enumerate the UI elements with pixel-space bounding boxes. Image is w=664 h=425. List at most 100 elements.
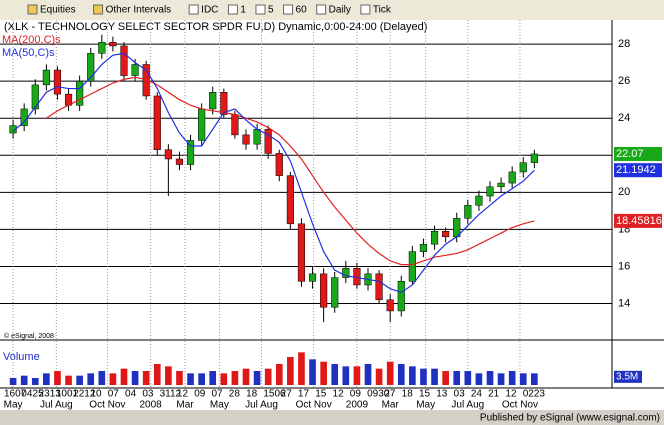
volume-bar — [209, 371, 217, 385]
y-tick-label: 28 — [618, 38, 630, 50]
legend-entry: MA(200,C)s — [2, 34, 61, 46]
toolbar — [0, 0, 664, 20]
price-tag-label: 21.1942 — [616, 164, 656, 176]
volume-bar — [109, 373, 117, 385]
candle-body — [464, 205, 472, 219]
volume-bar — [220, 373, 228, 385]
volume-bar — [298, 352, 305, 385]
x-day-label: 07 — [211, 389, 223, 400]
volume-bar — [409, 366, 416, 385]
x-day-label: 03 — [142, 389, 154, 400]
x-day-label: 0930 — [367, 389, 390, 400]
x-day-label: 1607 — [4, 389, 27, 400]
toolbar-button-icon[interactable] — [93, 4, 104, 15]
x-day-label: 15 — [315, 389, 327, 400]
toolbar-button-icon[interactable] — [316, 4, 327, 15]
volume-bar — [342, 366, 350, 385]
toolbar-button-icon[interactable] — [188, 4, 199, 15]
candle-body — [386, 299, 394, 312]
volume-bar — [31, 378, 39, 385]
volume-tick-box — [614, 370, 642, 383]
candle-body — [264, 129, 272, 154]
x-day-label: 17 — [298, 389, 310, 400]
candle-body — [297, 223, 306, 282]
x-tick-label: Jul Aug — [40, 400, 73, 411]
toolbar-button[interactable]: Equities — [40, 5, 76, 16]
toolbar-button[interactable]: Daily — [329, 5, 351, 16]
x-tick-label: May — [210, 400, 229, 411]
volume-bar — [486, 371, 494, 385]
candle-body — [42, 69, 50, 86]
ma-line — [46, 76, 535, 266]
volume-bar — [519, 373, 527, 385]
x-day-label: 21 — [488, 389, 500, 400]
candle-body — [220, 92, 228, 115]
x-day-label: 04 — [125, 389, 137, 400]
volume-bar — [453, 371, 461, 385]
copyright: © eSignal, 2008 — [4, 332, 54, 340]
volume-bar — [198, 373, 205, 385]
candle-body — [375, 273, 383, 301]
candle-body — [519, 162, 527, 173]
toolbar-button[interactable]: 1 — [240, 5, 246, 16]
candle-body — [508, 171, 516, 184]
toolbar-button-icon[interactable] — [283, 4, 294, 15]
x-day-label: 13 — [436, 389, 448, 400]
candle-body — [308, 273, 317, 282]
volume-label: Volume — [3, 351, 40, 363]
toolbar-button-icon[interactable] — [27, 4, 38, 15]
volume-bar — [508, 371, 516, 385]
price-tag-label: 18.45816 — [616, 215, 662, 227]
y-tick-label: 20 — [618, 186, 630, 198]
volume-bar — [76, 375, 83, 385]
x-tick-label: Mar — [176, 400, 194, 411]
volume-bar — [442, 371, 449, 385]
toolbar-button[interactable]: Tick — [373, 5, 392, 16]
candle-body — [31, 84, 39, 110]
volume-bar — [98, 371, 106, 385]
x-day-label: 07 — [108, 389, 120, 400]
x-tick-label: 2009 — [346, 400, 369, 411]
candle-body — [397, 281, 405, 312]
volume-bar — [242, 368, 250, 385]
volume-bar — [431, 368, 438, 385]
x-tick-label: May — [416, 400, 435, 411]
candle-body — [164, 149, 172, 160]
x-day-label: 09 — [350, 389, 362, 400]
volume-bar — [497, 373, 505, 385]
candle-body — [253, 129, 261, 145]
y-tick-label: 16 — [618, 260, 630, 272]
x-day-label: 3112 — [160, 389, 182, 400]
x-day-label: 2313 — [39, 389, 62, 400]
volume-bar — [464, 371, 472, 385]
toolbar-button-icon[interactable] — [360, 4, 371, 15]
toolbar-button-icon[interactable] — [255, 4, 266, 15]
y-tick-label: 24 — [618, 112, 630, 124]
x-day-label: 12 — [333, 389, 345, 400]
volume-bar — [287, 357, 294, 385]
toolbar-button[interactable]: IDC — [201, 5, 218, 16]
price-tag — [614, 163, 662, 178]
x-day-label: 10 — [90, 389, 102, 400]
x-day-label: 2212 — [73, 389, 96, 400]
volume-bar — [375, 368, 383, 385]
candle-body — [430, 230, 439, 245]
x-day-label: 27 — [281, 389, 293, 400]
x-day-label: 0223 — [523, 389, 546, 400]
volume-bar — [9, 378, 17, 385]
x-tick-label: May — [4, 400, 23, 411]
toolbar-button[interactable]: 5 — [268, 5, 274, 16]
toolbar-button[interactable]: Other Intervals — [106, 5, 172, 16]
candle-body — [120, 45, 128, 76]
volume-bar — [331, 364, 339, 385]
candle-body — [331, 277, 339, 308]
toolbar-button[interactable]: 60 — [296, 5, 308, 16]
volume-bar — [131, 371, 139, 385]
x-day-label: 24 — [471, 389, 483, 400]
toolbar-button-icon[interactable] — [227, 4, 238, 15]
candle-body — [209, 92, 217, 110]
candle-body — [142, 64, 150, 97]
volume-bar — [231, 371, 239, 385]
